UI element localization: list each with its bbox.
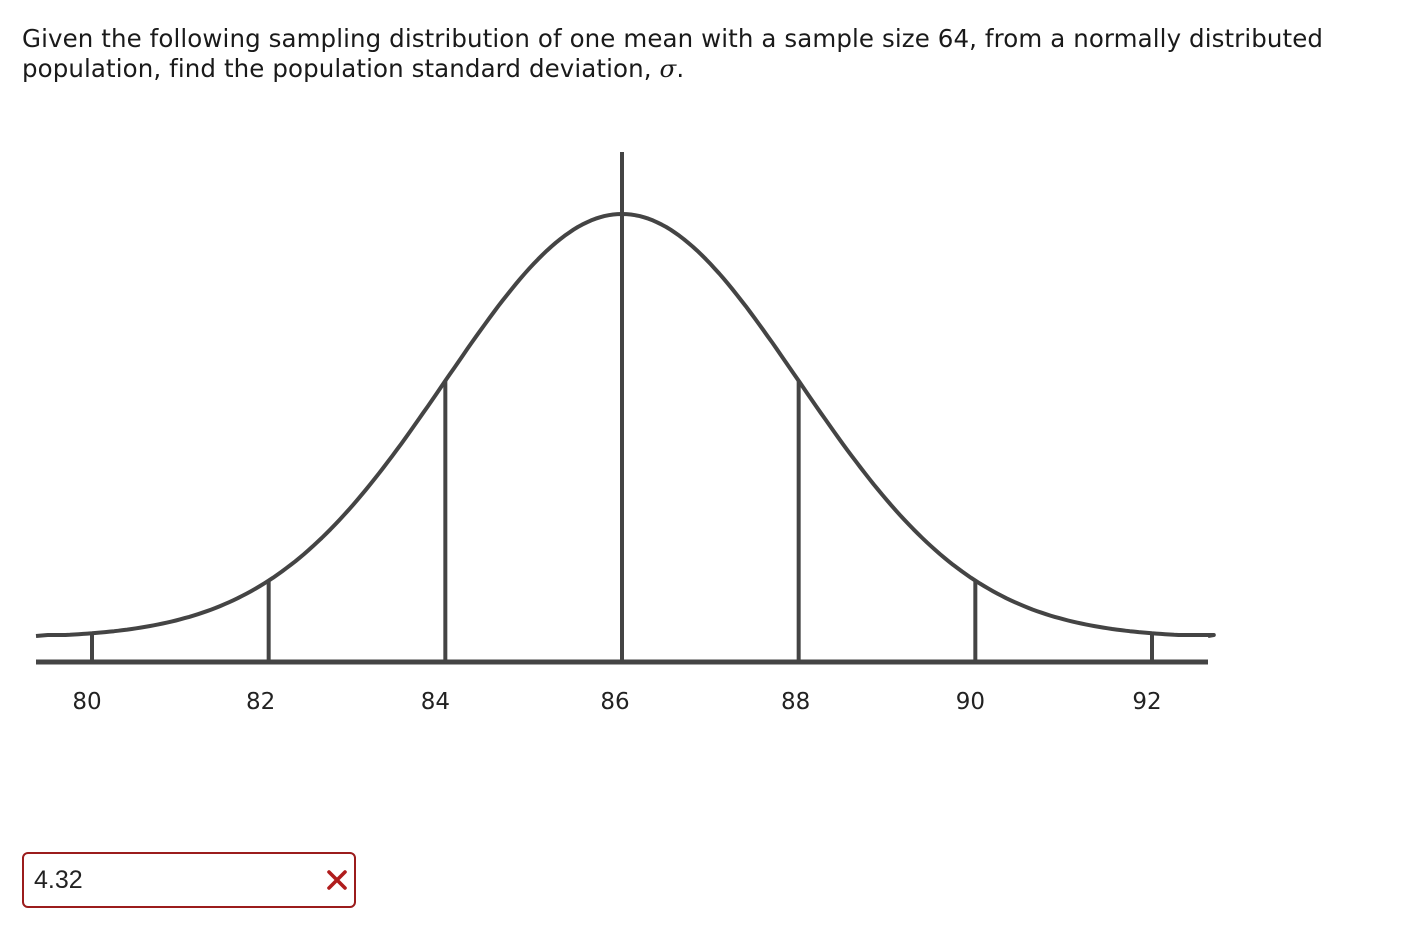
answer-input[interactable] — [34, 863, 314, 897]
x-tick-label-92: 92 — [1132, 689, 1161, 715]
question-prompt: Given the following sampling distributio… — [22, 24, 1324, 83]
x-tick-label-86: 86 — [600, 689, 629, 715]
x-tick-label-90: 90 — [956, 689, 985, 715]
close-icon — [327, 870, 347, 890]
sigma-symbol: σ — [659, 54, 677, 83]
question-period: . — [676, 54, 685, 83]
question-text: Given the following sampling distributio… — [22, 24, 1382, 84]
answer-field[interactable] — [22, 852, 356, 908]
x-tick-label-80: 80 — [72, 689, 101, 715]
x-tick-label-88: 88 — [781, 689, 810, 715]
normal-distribution-chart: 80 82 84 86 88 90 92 — [35, 152, 1216, 715]
x-tick-label-82: 82 — [246, 689, 275, 715]
normal-curve — [35, 212, 1216, 638]
x-tick-label-84: 84 — [421, 689, 450, 715]
